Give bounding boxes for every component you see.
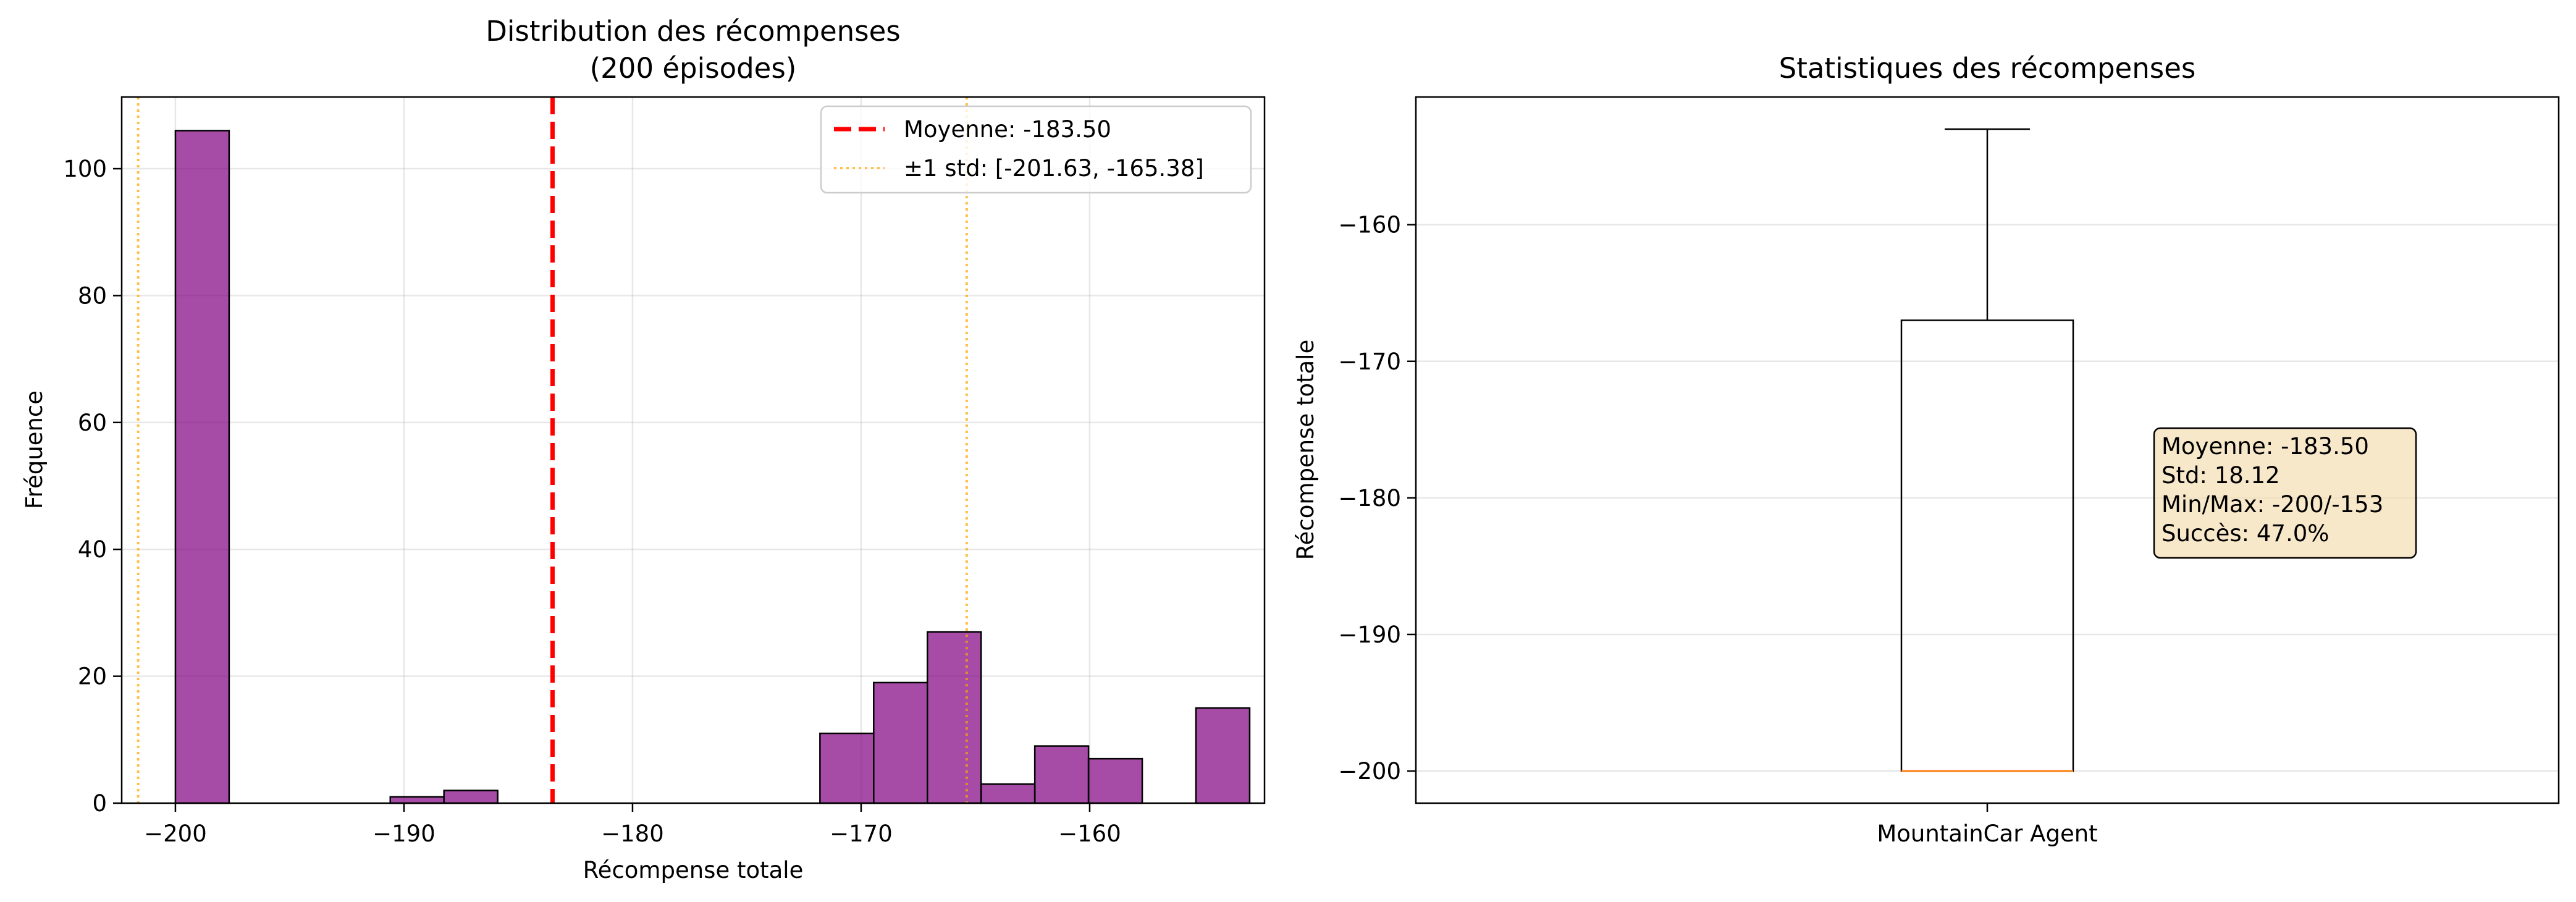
x-tick-label: −160 <box>1058 820 1121 847</box>
x-tick-label: −180 <box>601 820 664 847</box>
y-tick-label: −190 <box>1338 622 1401 648</box>
histogram-title-line2: (200 épisodes) <box>590 52 797 85</box>
histogram-title-line1: Distribution des récompenses <box>486 15 900 48</box>
histogram-bar <box>1087 757 1143 804</box>
boxplot-x-tick-label: MountainCar Agent <box>1877 820 2097 847</box>
histogram-bar <box>1033 745 1090 804</box>
histogram-x-label: Récompense totale <box>583 857 804 883</box>
y-tick-label: 80 <box>78 282 107 309</box>
stats-box <box>2153 427 2417 559</box>
boxplot-box-group <box>1900 128 2074 772</box>
y-tick-label: 0 <box>92 790 107 817</box>
y-tick-label: −170 <box>1338 348 1401 375</box>
histogram-bar <box>389 796 445 804</box>
y-tick-label: 100 <box>63 156 107 182</box>
histogram-panel: −200 −190 −180 −170 −160 0 20 40 60 80 100 Distri… <box>21 15 1266 883</box>
legend-std-label: ±1 std: [-201.63, -165.38] <box>904 155 1204 182</box>
legend-mean-label: Moyenne: -183.50 <box>904 116 1111 143</box>
histogram-bar <box>1195 707 1251 804</box>
histogram-x-ticks: −200 −190 −180 −170 −160 <box>144 803 1121 847</box>
y-tick-label: −180 <box>1338 485 1401 512</box>
y-tick-label: −160 <box>1338 212 1401 238</box>
histogram-reference-lines <box>137 97 968 803</box>
x-tick-label: −200 <box>144 820 207 847</box>
histogram-legend: Moyenne: -183.50 ±1 std: [-201.63, -165.… <box>820 105 1252 194</box>
histogram-bar <box>980 783 1036 804</box>
y-tick-label: 20 <box>78 664 107 690</box>
boxplot-title: Statistiques des récompenses <box>1779 52 2196 85</box>
boxplot-y-label: Récompense totale <box>1292 340 1319 560</box>
stats-success: Succès: 47.0% <box>2161 520 2329 547</box>
histogram-axes-frame <box>120 96 1266 804</box>
histogram-bar <box>443 790 499 804</box>
histogram-bars <box>174 130 1251 804</box>
y-tick-label: 40 <box>78 536 107 563</box>
histogram-y-ticks: 0 20 40 60 80 100 <box>63 156 122 817</box>
boxplot-panel: −200 −190 −180 −170 −160 MountainCar Agent S… <box>1292 52 2560 847</box>
stats-min-max: Min/Max: -200/-153 <box>2161 491 2383 518</box>
stats-mean: Moyenne: -183.50 <box>2161 433 2369 460</box>
stats-annotation: Moyenne: -183.50 Std: 18.12 Min/Max: -20… <box>2153 427 2417 559</box>
histogram-bar <box>174 130 230 804</box>
histogram-y-label: Fréquence <box>21 390 48 509</box>
legend-box <box>820 105 1252 194</box>
x-tick-label: −170 <box>830 820 893 847</box>
stats-std: Std: 18.12 <box>2161 462 2280 489</box>
y-tick-label: 60 <box>78 410 107 436</box>
x-tick-label: −190 <box>373 820 436 847</box>
histogram-plot-area <box>122 97 1265 803</box>
y-tick-label: −200 <box>1338 758 1401 785</box>
histogram-bar <box>819 732 875 804</box>
histogram-bar <box>873 681 928 804</box>
boxplot-y-ticks: −200 −190 −180 −170 −160 <box>1338 212 1416 785</box>
histogram-bar <box>927 631 982 804</box>
